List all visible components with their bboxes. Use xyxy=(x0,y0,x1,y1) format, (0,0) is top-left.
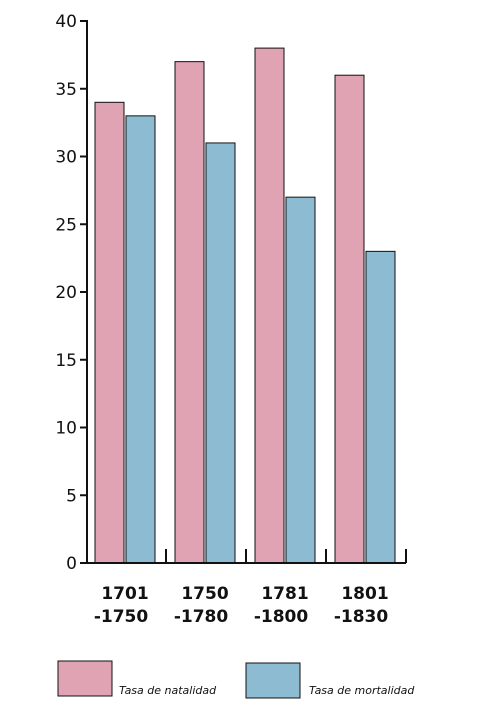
bar-natalidad-0 xyxy=(94,101,125,564)
y-tick-label: 25 xyxy=(55,215,77,235)
y-tick-label: 35 xyxy=(55,80,77,100)
bar-mortalidad-1 xyxy=(205,142,236,564)
y-tick-label: 30 xyxy=(55,148,77,168)
bar-mortalidad-0 xyxy=(125,115,156,564)
x-category-label: 1750 xyxy=(181,584,228,604)
legend-label-mortalidad: Tasa de mortalidad xyxy=(309,684,415,697)
bars-group xyxy=(94,47,396,564)
x-category-label: -1750 xyxy=(94,607,149,627)
x-category-label: -1780 xyxy=(174,607,229,627)
y-tick-label: 20 xyxy=(55,283,77,303)
bar-mortalidad-2 xyxy=(285,196,316,564)
y-tick-label: 10 xyxy=(55,419,77,439)
y-tick-label: 0 xyxy=(66,554,77,574)
x-ticks-group xyxy=(165,549,407,563)
legend: Tasa de natalidad Tasa de mortalidad xyxy=(57,660,415,699)
bar-natalidad-1 xyxy=(174,61,205,564)
x-category-label: 1701 xyxy=(101,584,148,604)
x-labels-group: 1701 -1750 1750 -1780 1781 -1800 1801 -1830 xyxy=(94,584,389,627)
bar-natalidad-3 xyxy=(334,74,365,564)
bar-mortalidad-3 xyxy=(365,250,396,564)
legend-swatch-mortalidad xyxy=(245,662,301,699)
legend-swatch-natalidad xyxy=(57,660,113,697)
x-category-label: -1830 xyxy=(334,607,389,627)
x-category-label: -1800 xyxy=(254,607,309,627)
y-tick-label: 5 xyxy=(66,486,77,506)
y-tick-label: 40 xyxy=(55,12,77,32)
y-tick-label: 15 xyxy=(55,351,77,371)
bar-natalidad-2 xyxy=(254,47,285,564)
legend-label-natalidad: Tasa de natalidad xyxy=(119,684,217,697)
x-category-label: 1801 xyxy=(341,584,388,604)
x-category-label: 1781 xyxy=(261,584,308,604)
y-ticks-group: 0 5 10 15 20 25 30 35 40 xyxy=(55,12,87,574)
